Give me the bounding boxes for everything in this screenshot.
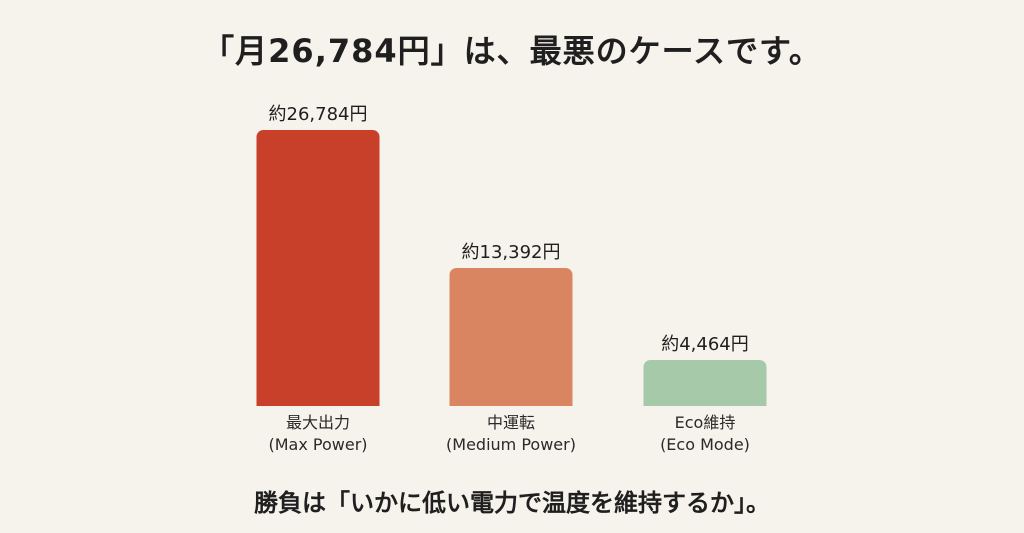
chart-title: 「月26,784円」は、最悪のケースです。 xyxy=(202,32,822,70)
bar-value-label-0: 約26,784円 xyxy=(269,104,368,125)
category-label-1-line-0: 中運転 xyxy=(487,413,535,432)
bar-1 xyxy=(449,268,573,406)
bar-0 xyxy=(256,130,380,406)
bar-2 xyxy=(643,360,767,406)
category-label-0-line-0: 最大出力 xyxy=(286,413,350,432)
bar-base-0 xyxy=(256,399,380,406)
category-label-1-line-1: (Medium Power) xyxy=(446,435,576,454)
category-label-2-line-0: Eco維持 xyxy=(675,413,736,432)
bar-value-label-2: 約4,464円 xyxy=(661,334,749,355)
category-label-0-line-1: (Max Power) xyxy=(268,435,367,454)
category-label-2-line-1: (Eco Mode) xyxy=(660,435,750,454)
bar-value-label-1: 約13,392円 xyxy=(462,242,561,263)
footer-caption: 勝負は「いかに低い電力で温度を維持するか」。 xyxy=(254,489,770,517)
bar-base-2 xyxy=(643,399,767,406)
bar-base-1 xyxy=(449,399,573,406)
